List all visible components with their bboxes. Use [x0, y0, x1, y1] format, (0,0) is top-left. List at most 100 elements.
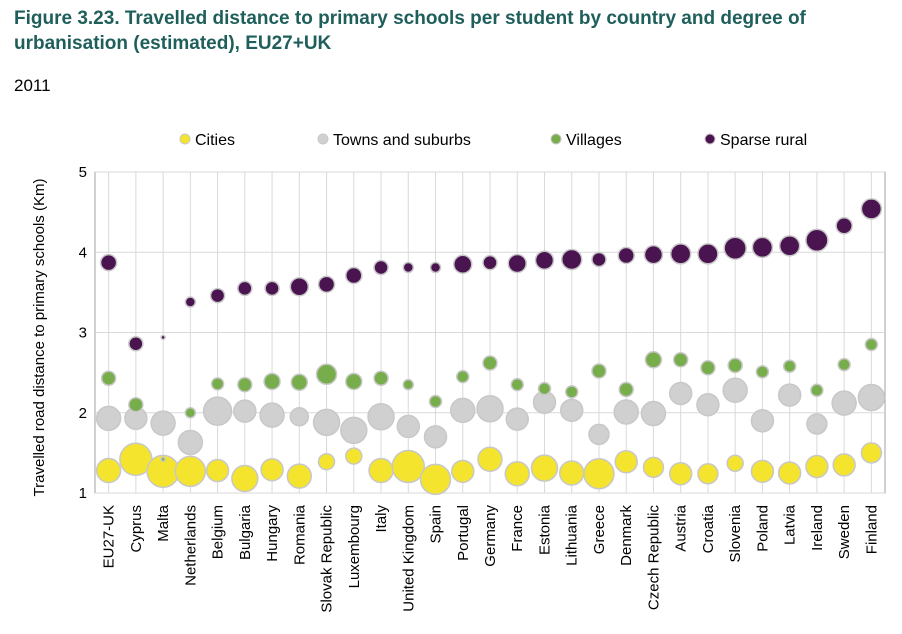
point-towns-and-suburbs	[857, 383, 886, 412]
point-villages	[128, 396, 144, 413]
legend: Cities Towns and suburbs Villages Sparse ru…	[179, 132, 807, 149]
x-tick-label: Belgium	[210, 505, 227, 559]
x-tick-label: Denmark	[618, 505, 635, 566]
x-tick-label: Malta	[155, 504, 172, 541]
point-villages	[210, 377, 225, 391]
point-sparse-rural	[237, 280, 253, 297]
point-towns-and-suburbs	[750, 409, 775, 433]
point-towns-and-suburbs	[505, 407, 529, 431]
point-towns-and-suburbs	[696, 392, 720, 417]
y-tick-label: 5	[79, 164, 87, 181]
point-towns-and-suburbs	[367, 403, 395, 431]
point-villages	[755, 365, 770, 379]
point-villages	[315, 363, 338, 385]
x-tick-label: Portugal	[455, 505, 472, 561]
x-tick-label: Lithuania	[564, 504, 581, 566]
point-sparse-rural	[643, 244, 664, 265]
point-sparse-rural	[697, 243, 719, 265]
point-villages	[290, 373, 309, 392]
point-sparse-rural	[751, 236, 774, 259]
x-tick-label: Slovenia	[727, 504, 744, 562]
x-tick-label: Czech Republic	[645, 505, 662, 611]
point-sparse-rural	[345, 266, 363, 285]
point-villages	[810, 383, 824, 398]
legend-label: Towns and suburbs	[333, 132, 471, 149]
point-towns-and-suburbs	[289, 407, 310, 427]
point-villages	[456, 369, 470, 384]
point-sparse-rural	[184, 296, 197, 308]
point-villages	[100, 370, 117, 386]
point-cities	[419, 463, 452, 496]
point-cities	[614, 449, 638, 474]
point-villages	[672, 352, 689, 368]
point-sparse-rural	[289, 277, 310, 297]
point-villages	[837, 357, 851, 372]
point-cities	[260, 457, 284, 482]
point-villages	[564, 385, 579, 399]
point-sparse-rural	[617, 246, 635, 265]
x-tick-label: Greece	[591, 505, 608, 554]
point-towns-and-suburbs	[806, 413, 828, 435]
point-villages	[373, 370, 389, 386]
x-tick-label: Austria	[673, 504, 690, 551]
point-towns-and-suburbs	[202, 396, 233, 426]
point-villages	[618, 381, 634, 398]
x-tick-label: Bulgaria	[237, 504, 254, 560]
point-cities	[174, 455, 207, 488]
legend-label: Sparse rural	[720, 132, 807, 149]
data-points	[95, 198, 886, 496]
x-tick-label: Germany	[482, 505, 499, 567]
x-tick-label: United Kingdom	[400, 505, 417, 612]
point-sparse-rural	[209, 287, 226, 304]
point-sparse-rural	[429, 261, 442, 274]
chart-title: Figure 3.23. Travelled distance to prima…	[14, 8, 806, 54]
point-towns-and-suburbs	[312, 408, 341, 437]
legend-marker	[179, 133, 191, 145]
point-towns-and-suburbs	[233, 399, 257, 423]
point-sparse-rural	[402, 261, 415, 274]
point-towns-and-suburbs	[559, 398, 584, 423]
x-tick-label: Sweden	[836, 505, 853, 559]
y-tick-label: 1	[79, 485, 87, 502]
point-sparse-rural	[453, 254, 473, 275]
point-towns-and-suburbs	[450, 397, 476, 424]
point-villages	[510, 377, 524, 392]
x-tick-label: Romania	[291, 504, 308, 565]
point-cities	[286, 463, 313, 489]
point-sparse-rural	[860, 198, 883, 220]
y-axis-label: Travelled road distance to primary schoo…	[31, 179, 48, 497]
x-tick-label: France	[509, 505, 526, 552]
point-cities	[368, 457, 394, 484]
point-cities	[530, 454, 559, 482]
point-cities	[345, 447, 363, 465]
point-villages	[864, 337, 879, 352]
point-towns-and-suburbs	[150, 410, 176, 436]
point-sparse-rural	[317, 275, 336, 294]
point-cities	[95, 457, 122, 484]
point-sparse-rural	[160, 334, 166, 341]
point-towns-and-suburbs	[259, 402, 285, 428]
point-towns-and-suburbs	[423, 425, 448, 449]
point-sparse-rural	[591, 251, 607, 268]
x-tick-label: Hungary	[264, 505, 281, 562]
point-sparse-rural	[534, 250, 555, 271]
point-towns-and-suburbs	[613, 399, 639, 425]
x-tick-label: Finland	[863, 505, 880, 554]
point-towns-and-suburbs	[668, 381, 693, 406]
x-tick-label: Ireland	[809, 505, 826, 551]
point-villages	[644, 351, 663, 369]
point-sparse-rural	[805, 228, 829, 252]
point-villages	[237, 376, 253, 393]
point-towns-and-suburbs	[777, 383, 802, 407]
point-villages	[482, 355, 498, 371]
point-cities	[231, 464, 259, 493]
legend-label: Villages	[566, 132, 622, 149]
point-cities	[726, 454, 744, 473]
point-villages	[727, 357, 743, 374]
x-tick-label: Luxembourg	[346, 505, 363, 588]
point-towns-and-suburbs	[340, 416, 368, 445]
point-villages	[345, 372, 363, 391]
point-cities	[805, 454, 829, 479]
point-cities	[832, 453, 856, 477]
